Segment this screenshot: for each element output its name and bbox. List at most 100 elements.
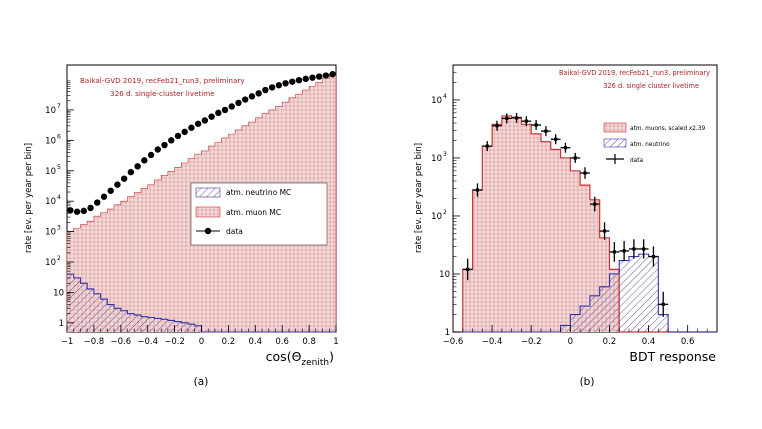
x-tick-label: −0.4 bbox=[137, 337, 158, 347]
neutrino-bar bbox=[174, 321, 182, 332]
muon-bar bbox=[482, 146, 493, 332]
x-tick-label: 0 bbox=[199, 337, 204, 347]
data-point bbox=[208, 113, 215, 120]
data-point bbox=[168, 137, 175, 144]
muon-bar bbox=[154, 179, 162, 332]
y-tick-label: 10 bbox=[439, 270, 450, 280]
neutrino-bar bbox=[638, 254, 649, 332]
neutrino-bar bbox=[107, 304, 115, 332]
muon-bar bbox=[147, 184, 155, 332]
data-point bbox=[141, 157, 148, 164]
neutrino-bar bbox=[629, 256, 639, 332]
data-point bbox=[632, 247, 636, 251]
data-point bbox=[329, 70, 336, 78]
data-point bbox=[161, 141, 168, 149]
data-point bbox=[275, 82, 283, 89]
y-tick-label: 10 bbox=[431, 96, 442, 106]
data-point bbox=[651, 254, 656, 259]
y-tick-exponent: 7 bbox=[57, 103, 61, 110]
muon-bar bbox=[107, 209, 115, 332]
muon-bar bbox=[560, 157, 571, 332]
neutrino-bar bbox=[80, 283, 88, 332]
legend-b-muon-label: atm. muons, scaled x2.39 bbox=[630, 126, 706, 132]
neutrino-bar bbox=[570, 314, 581, 332]
legend-b-neutrino-swatch bbox=[603, 138, 627, 148]
data-point bbox=[534, 123, 538, 127]
data-point bbox=[573, 156, 577, 160]
y-tick-exponent: 4 bbox=[57, 194, 61, 201]
muon-bar bbox=[114, 204, 121, 332]
neutrino-bar bbox=[120, 310, 128, 332]
x-axis-b: −0.6 −0.4 −0.2 0 0.2 0.4 0.6 bbox=[443, 325, 718, 347]
y-axis-label-b: rate [ev. per year per bin] bbox=[414, 143, 424, 253]
legend-a-data-marker bbox=[204, 227, 212, 235]
muon-bar bbox=[531, 133, 541, 332]
data-point bbox=[612, 250, 616, 254]
muon-bar bbox=[93, 216, 101, 332]
data-point bbox=[181, 128, 188, 136]
x-axis-a: −1 −0.8 −0.6 −0.4 −0.2 0 0.2 0.4 0.6 0.8 1 bbox=[61, 325, 339, 347]
data-point bbox=[475, 188, 480, 192]
muon-bar bbox=[462, 269, 473, 332]
muon-bar bbox=[580, 185, 590, 332]
data-point bbox=[505, 116, 509, 121]
neutrino-bar bbox=[67, 274, 74, 332]
muon-bar bbox=[87, 221, 94, 332]
muon-bar bbox=[541, 141, 551, 332]
legend-a-neutrino-label: atm. neutrino MC bbox=[226, 188, 291, 197]
y-tick-label: 10 bbox=[45, 228, 56, 238]
data-point bbox=[87, 204, 94, 212]
x-tick-label: 0.8 bbox=[302, 337, 316, 347]
data-point bbox=[322, 72, 330, 79]
y-tick-label: 10 bbox=[45, 136, 56, 146]
muon-bar bbox=[80, 224, 88, 332]
x-axis-label-b: BDT response bbox=[629, 349, 716, 364]
data-point bbox=[602, 229, 607, 233]
data-point bbox=[268, 84, 276, 91]
muon-bar bbox=[127, 196, 135, 332]
muon-bar bbox=[174, 167, 182, 332]
neutrino-bar bbox=[560, 325, 571, 332]
neutrino-bar bbox=[147, 317, 155, 332]
legend-b-data-label: data bbox=[630, 158, 644, 164]
data-point bbox=[642, 247, 646, 251]
neutrino-bar bbox=[127, 313, 135, 332]
legend-a-muon-swatch bbox=[195, 206, 221, 218]
neutrino-bar bbox=[134, 315, 141, 332]
muon-bar bbox=[589, 199, 600, 332]
neutrino-bar bbox=[87, 288, 94, 332]
data-points-a bbox=[67, 70, 336, 215]
data-point bbox=[583, 171, 587, 175]
annotation-b-1: Baikal-GVD 2019, recFeb21_run3, prelimin… bbox=[559, 69, 710, 77]
muon-bar bbox=[570, 170, 581, 332]
neutrino-bar bbox=[93, 293, 101, 332]
x-tick-label: −0.2 bbox=[164, 337, 185, 347]
muon-histogram-b bbox=[453, 115, 717, 333]
data-point bbox=[120, 175, 128, 182]
legend-a-neutrino-swatch bbox=[195, 187, 221, 198]
annotation-b-2: 326 d. single cluster livetime bbox=[603, 82, 699, 90]
legend-b-neutrino-label: atm. neutrino bbox=[630, 142, 670, 148]
x-tick-label: −0.8 bbox=[84, 337, 105, 347]
x-tick-label: 0.2 bbox=[603, 337, 617, 347]
data-point bbox=[593, 202, 597, 206]
data-point bbox=[73, 208, 81, 215]
neutrino-bar bbox=[589, 295, 600, 332]
neutrino-bar bbox=[194, 325, 202, 332]
neutrino-bar bbox=[599, 286, 610, 332]
muon-bar bbox=[100, 212, 108, 332]
legend-a: atm. neutrino MC atm. muon MC data bbox=[190, 182, 328, 246]
y-tick-exponent: 6 bbox=[57, 133, 61, 140]
x-axis-label-a-sub: zenith bbox=[301, 358, 329, 368]
data-point bbox=[127, 168, 135, 176]
data-point bbox=[554, 137, 558, 141]
data-point bbox=[255, 90, 262, 97]
data-point bbox=[188, 124, 195, 131]
data-point bbox=[228, 103, 235, 110]
x-tick-label: 0.6 bbox=[275, 337, 289, 347]
neutrino-bar bbox=[580, 306, 590, 332]
data-point bbox=[242, 96, 249, 103]
muon-bar bbox=[161, 175, 168, 332]
muon-bar bbox=[472, 190, 483, 332]
data-point bbox=[147, 151, 155, 159]
